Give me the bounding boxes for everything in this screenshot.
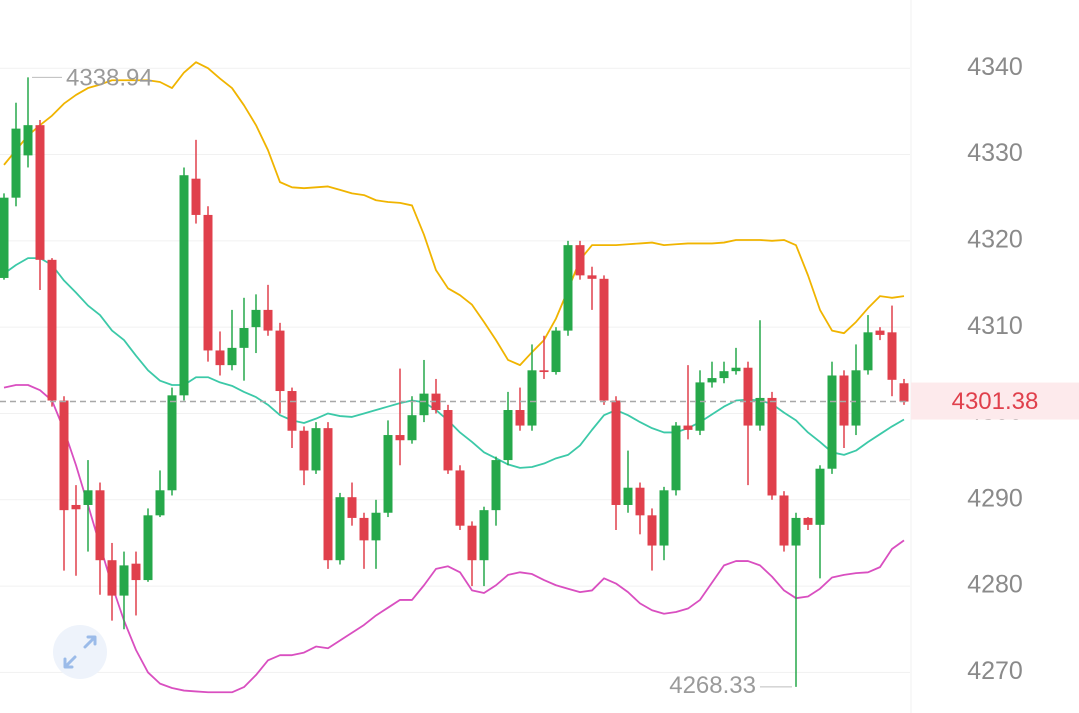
candles xyxy=(0,77,909,687)
candle-body xyxy=(839,375,849,426)
candle-body xyxy=(179,175,189,396)
candle-body xyxy=(107,560,117,596)
candle-body xyxy=(539,370,549,373)
candle-body xyxy=(491,460,501,511)
candle-body xyxy=(131,563,141,581)
candle-body xyxy=(311,428,321,471)
overlay: 4338.94 4268.33 4301.38 xyxy=(0,65,1079,699)
candle-body xyxy=(407,415,417,441)
candle-body xyxy=(371,512,381,541)
candle-body xyxy=(635,487,645,516)
last-price-box xyxy=(911,382,1079,420)
candle-body xyxy=(803,517,813,525)
candle-body xyxy=(23,125,33,156)
y-tick-label: 4290 xyxy=(967,484,1023,512)
candle-body xyxy=(287,391,297,431)
candle-body xyxy=(671,425,681,491)
candle-body xyxy=(467,525,477,561)
candle-body xyxy=(455,470,465,526)
y-tick-label: 4330 xyxy=(967,139,1023,167)
candle-body xyxy=(851,370,861,426)
candle-body xyxy=(695,382,705,431)
candle-body xyxy=(347,497,357,518)
candle-body xyxy=(647,515,657,546)
candle-body xyxy=(551,330,561,373)
candle-body xyxy=(779,495,789,546)
candle-body xyxy=(35,125,45,260)
candle-body xyxy=(563,245,573,331)
candle-body xyxy=(443,410,453,471)
candle-body xyxy=(0,197,9,278)
candle-body xyxy=(791,517,801,546)
candle-body xyxy=(707,378,717,383)
expand-button-bg[interactable] xyxy=(53,625,107,679)
candle-body xyxy=(419,393,429,416)
last-price-label: 4301.38 xyxy=(952,388,1039,415)
low-label: 4268.33 xyxy=(669,672,756,699)
expand-icon[interactable] xyxy=(63,635,97,669)
candle-body xyxy=(875,330,885,335)
candle-body xyxy=(227,347,237,366)
candle-body xyxy=(683,425,693,430)
candle-body xyxy=(143,515,153,581)
y-tick-label: 4270 xyxy=(967,657,1023,685)
candle-body xyxy=(155,490,165,516)
y-tick-label: 4320 xyxy=(967,225,1023,253)
candle-body xyxy=(527,370,537,426)
candle-body xyxy=(731,367,741,372)
candle-body xyxy=(359,517,369,541)
candle-body xyxy=(95,490,105,561)
candle-body xyxy=(899,383,909,402)
y-tick-label: 4310 xyxy=(967,312,1023,340)
candle-body xyxy=(515,410,525,426)
candle-body xyxy=(587,275,597,279)
candle-body xyxy=(323,428,333,561)
candle-body xyxy=(275,330,285,392)
expand-button[interactable] xyxy=(53,625,107,679)
candle-body xyxy=(503,410,513,461)
candle-body xyxy=(383,435,393,513)
candle-body xyxy=(239,328,249,348)
candle-body xyxy=(575,245,585,276)
candle-body xyxy=(47,259,57,401)
candle-body xyxy=(395,435,405,441)
candle-body xyxy=(479,510,489,561)
candle-body xyxy=(755,397,765,426)
candle-body xyxy=(887,332,897,380)
candle-body xyxy=(263,309,273,331)
candle-body xyxy=(611,400,621,505)
candle-body xyxy=(815,468,825,525)
candle-body xyxy=(83,490,93,505)
candle-body xyxy=(191,178,201,215)
candle-body xyxy=(59,400,69,511)
candle-body xyxy=(827,375,837,469)
candle-body xyxy=(335,497,345,561)
band-line xyxy=(3,61,905,367)
candle-body xyxy=(299,430,309,471)
band-line xyxy=(3,384,905,694)
candle-body xyxy=(599,278,609,401)
candle-body xyxy=(251,309,261,328)
candle-body xyxy=(215,350,225,366)
candle-body xyxy=(623,487,633,505)
candle-body xyxy=(119,565,129,596)
candle-body xyxy=(659,490,669,546)
y-tick-label: 4280 xyxy=(967,571,1023,599)
candle-body xyxy=(863,332,873,371)
candle-body xyxy=(11,128,21,198)
candle-body xyxy=(203,214,213,351)
candle-body xyxy=(719,371,729,379)
candle-body xyxy=(167,395,177,491)
candle-body xyxy=(743,367,753,426)
band-line xyxy=(3,257,905,469)
y-tick-label: 4340 xyxy=(967,53,1023,81)
bands xyxy=(3,61,905,694)
candle-body xyxy=(71,504,81,510)
high-label: 4338.94 xyxy=(66,65,153,92)
candle-body xyxy=(767,397,777,496)
